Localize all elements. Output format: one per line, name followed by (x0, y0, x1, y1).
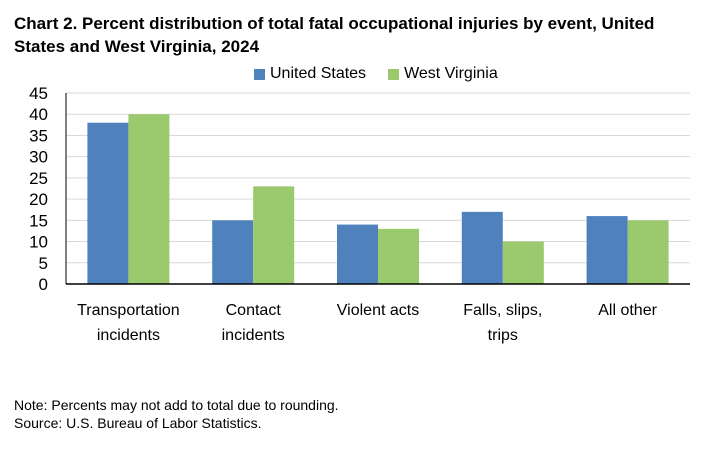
legend: United States West Virginia (254, 65, 498, 83)
legend-item-us: United States (254, 65, 366, 83)
y-tick-label: 5 (39, 254, 48, 273)
y-tick-label: 45 (29, 84, 48, 103)
y-tick-label: 25 (29, 169, 48, 188)
x-tick-label: incidents (222, 327, 285, 344)
chart-title: Chart 2. Percent distribution of total f… (14, 14, 655, 56)
y-tick-label: 15 (29, 211, 48, 230)
legend-item-wv: West Virginia (388, 65, 498, 83)
notes: Note: Percents may not add to total due … (14, 396, 339, 432)
x-tick-label: trips (488, 327, 518, 344)
y-tick-label: 0 (39, 275, 48, 294)
bar-us (337, 224, 378, 284)
bar-wv (627, 220, 669, 284)
x-tick-label: All other (598, 302, 657, 319)
legend-swatch (254, 68, 265, 80)
bar-wv (502, 241, 544, 284)
plot-area: 0 5 10 15 20 25 30 35 40 45 Transportation incident… (29, 84, 690, 344)
bar-wv (378, 228, 419, 284)
x-tick-label: Violent acts (337, 302, 419, 319)
bar-wv (128, 114, 170, 284)
legend-swatch (388, 68, 400, 80)
legend-label: West Virginia (404, 65, 498, 82)
bar-us (461, 211, 503, 284)
bar-us (87, 122, 129, 284)
bar-wv (253, 186, 295, 284)
bar-us (586, 216, 628, 284)
y-tick-label: 20 (29, 190, 48, 209)
y-tick-label: 10 (29, 233, 48, 252)
x-tick-label: incidents (97, 327, 160, 344)
x-tick-label: Contact (226, 302, 282, 319)
y-tick-label: 35 (29, 126, 48, 145)
source-text: Source: U.S. Bureau of Labor Statistics. (14, 415, 262, 431)
x-tick-label: Falls, slips, (463, 302, 542, 319)
bar-us (212, 220, 254, 284)
note-text: Note: Percents may not add to total due … (14, 397, 339, 413)
y-tick-label: 30 (29, 148, 48, 167)
legend-label: United States (270, 65, 367, 82)
y-tick-label: 40 (29, 105, 48, 124)
x-tick-label: Transportation (77, 302, 180, 319)
